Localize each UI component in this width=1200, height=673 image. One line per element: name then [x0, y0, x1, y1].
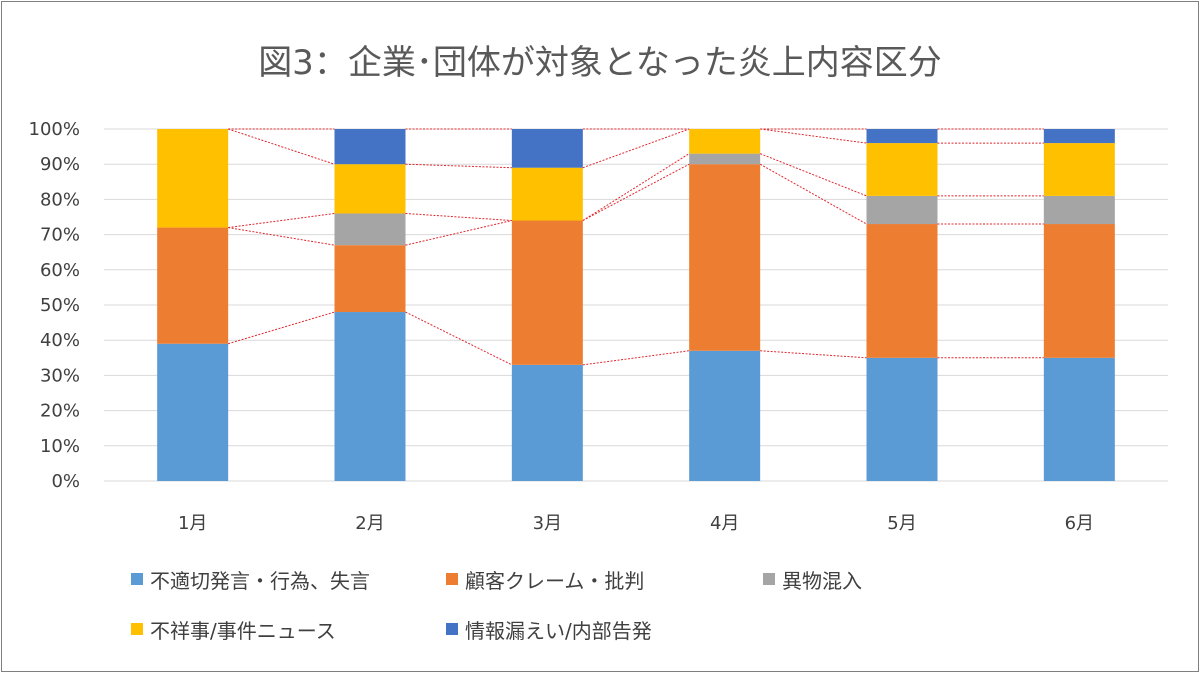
series-line [228, 128, 335, 165]
legend-label: 不祥事/事件ニュース [150, 619, 336, 643]
bar-segment [689, 153, 761, 165]
y-axis-tick-labels: 0% 10% 20% 30% 40% 50% 60% 70% 80% 90% 100% [29, 119, 80, 492]
bar-segment [866, 195, 938, 225]
bars [157, 129, 1115, 481]
y-tick-label: 90% [40, 154, 80, 175]
bar-segment [689, 129, 761, 154]
legend-swatch [446, 573, 458, 585]
bar-segment [511, 129, 583, 168]
legend-swatch [446, 623, 458, 635]
series-line [228, 212, 335, 229]
series-line [228, 311, 335, 345]
series-line [582, 153, 690, 221]
y-tick-label: 20% [40, 401, 80, 422]
y-tick-label: 100% [29, 119, 80, 140]
bar-segment [334, 164, 406, 214]
series-line [405, 212, 512, 222]
bar-segment [866, 357, 938, 481]
series-line [760, 350, 867, 359]
bar-segment [1043, 357, 1115, 481]
series-line [759, 163, 867, 225]
x-tick-label: 2月 [355, 513, 384, 534]
bar-segment [866, 143, 938, 196]
chart-title: 図3：企業･団体が対象となった炎上内容区分 [258, 43, 942, 83]
bar-segment [689, 350, 761, 481]
bar-segment [157, 227, 229, 344]
series-line [582, 163, 690, 221]
series-line [405, 163, 512, 169]
series-line [405, 311, 513, 366]
legend-swatch [131, 573, 143, 585]
bar-segment [1043, 195, 1115, 225]
series-line [405, 220, 512, 246]
series-lines [228, 128, 1044, 366]
x-axis-tick-labels: 1月 2月 3月 4月 5月 6月 [178, 513, 1094, 534]
bar-segment [866, 129, 938, 144]
y-tick-label: 0% [51, 471, 80, 492]
series-line [228, 227, 335, 246]
y-tick-label: 70% [40, 225, 80, 246]
x-tick-label: 1月 [178, 513, 207, 534]
legend-label: 異物混入 [782, 569, 862, 593]
bar-segment [689, 164, 761, 351]
bar-segment [1043, 129, 1115, 144]
y-tick-label: 60% [40, 260, 80, 281]
bar-segment [511, 220, 583, 365]
x-tick-label: 3月 [533, 513, 562, 534]
bar-segment [334, 129, 406, 165]
legend-label: 情報漏えい/内部告発 [465, 619, 652, 643]
bar-segment [334, 245, 406, 313]
legend-swatch [131, 623, 143, 635]
bar-segment [866, 224, 938, 358]
series-line [760, 128, 867, 144]
legend-label: 不適切発言・行為、失言 [150, 569, 370, 593]
x-tick-label: 4月 [710, 513, 739, 534]
bar-segment [1043, 143, 1115, 196]
y-tick-label: 50% [40, 295, 80, 316]
y-tick-label: 80% [40, 189, 80, 210]
series-line [582, 350, 690, 366]
bar-segment [1043, 224, 1115, 358]
legend-swatch [763, 573, 775, 585]
x-tick-label: 6月 [1065, 513, 1094, 534]
legend-label: 顧客クレーム・批判 [465, 569, 644, 593]
bar-segment [334, 312, 406, 481]
grid-lines [104, 128, 1168, 482]
y-tick-label: 40% [40, 330, 80, 351]
bar-segment [511, 364, 583, 481]
series-line [582, 128, 690, 169]
y-tick-label: 30% [40, 365, 80, 386]
series-line [759, 153, 867, 197]
bar-segment [157, 343, 229, 481]
bar-segment [157, 129, 229, 228]
x-tick-label: 5月 [887, 513, 916, 534]
y-tick-label: 10% [40, 436, 80, 457]
bar-segment [511, 167, 583, 221]
bar-segment [334, 213, 406, 246]
